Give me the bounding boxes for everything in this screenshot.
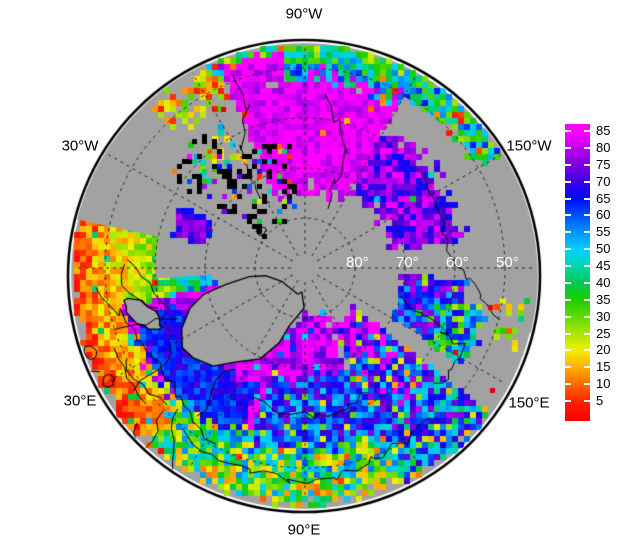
colorbar-tick-mark xyxy=(565,281,571,284)
colorbar-tick-mark xyxy=(584,180,590,183)
colorbar-tick-mark xyxy=(565,315,571,318)
colorbar-tick-mark xyxy=(565,332,571,335)
colorbar-tick-label: 40 xyxy=(596,274,611,290)
colorbar-tick-mark xyxy=(565,231,571,234)
colorbar-tick-mark xyxy=(565,197,571,200)
colorbar-gradient xyxy=(565,124,590,421)
colorbar-tick-mark xyxy=(584,146,590,149)
latitude-label: 60° xyxy=(446,254,469,271)
colorbar-tick-mark xyxy=(584,281,590,284)
colorbar-tick-label: 20 xyxy=(596,342,611,358)
meridian-label-150e: 150°E xyxy=(508,394,550,412)
colorbar-tick-mark xyxy=(584,130,590,132)
colorbar-tick-mark xyxy=(565,298,571,301)
colorbar-tick-label: 50 xyxy=(596,241,611,257)
colorbar-tick-mark xyxy=(565,163,571,166)
colorbar-tick-mark xyxy=(565,400,571,402)
colorbar-tick-label: 55 xyxy=(596,224,611,240)
colorbar-tick-mark xyxy=(584,366,590,369)
colorbar-tick-mark xyxy=(584,248,590,251)
colorbar-tick-label: 45 xyxy=(596,258,611,273)
colorbar-tick-mark xyxy=(584,197,590,200)
colorbar-tick-mark xyxy=(565,248,571,251)
meridian-label-90w: 90°W xyxy=(285,5,323,23)
colorbar-tick-mark xyxy=(584,315,590,318)
latitude-label: 50° xyxy=(496,254,519,271)
colorbar-tick-mark xyxy=(584,214,590,217)
colorbar-tick-label: 25 xyxy=(596,325,611,341)
colorbar-tick-mark xyxy=(584,265,590,267)
latitude-label: 70° xyxy=(396,254,419,271)
colorbar-tick-label: 60 xyxy=(596,207,611,223)
meridian-label-150w: 150°W xyxy=(506,137,552,155)
colorbar-tick-label: 35 xyxy=(596,291,611,307)
colorbar-tick-mark xyxy=(565,146,571,149)
colorbar-tick-label: 65 xyxy=(596,190,611,206)
colorbar-tick-mark xyxy=(584,163,590,166)
colorbar-tick-mark xyxy=(584,332,590,335)
colorbar-tick-label: 15 xyxy=(596,359,611,375)
colorbar-tick-mark xyxy=(565,180,571,183)
colorbar-tick-mark xyxy=(565,265,571,267)
colorbar-tick-mark xyxy=(565,130,571,132)
colorbar-tick-label: 70 xyxy=(596,173,611,189)
meridian-label-30w: 30°W xyxy=(61,137,99,155)
colorbar-tick-mark xyxy=(584,400,590,402)
latitude-label: 80° xyxy=(346,254,369,271)
colorbar: 85 80 75 70 65 60 55 50 45 40 35 30 25 20 15 10 5 xyxy=(565,123,610,421)
meridian-label-90e: 90°E xyxy=(287,521,321,539)
colorbar-tick-mark xyxy=(565,383,571,386)
meridian-label-30e: 30°E xyxy=(63,392,97,410)
colorbar-tick-label: 80 xyxy=(596,139,611,155)
colorbar-tick-mark xyxy=(584,231,590,234)
colorbar-tick-label: 5 xyxy=(596,393,604,408)
colorbar-tick-mark xyxy=(584,383,590,386)
colorbar-tick-mark xyxy=(565,349,571,352)
colorbar-tick-label: 85 xyxy=(596,123,611,138)
colorbar-tick-label: 75 xyxy=(596,156,611,172)
colorbar-tick-mark xyxy=(565,366,571,369)
colorbar-tick-label: 10 xyxy=(596,376,611,392)
colorbar-tick-label: 30 xyxy=(596,308,611,324)
colorbar-tick-mark xyxy=(584,349,590,352)
colorbar-tick-mark xyxy=(584,298,590,301)
colorbar-tick-mark xyxy=(565,214,571,217)
